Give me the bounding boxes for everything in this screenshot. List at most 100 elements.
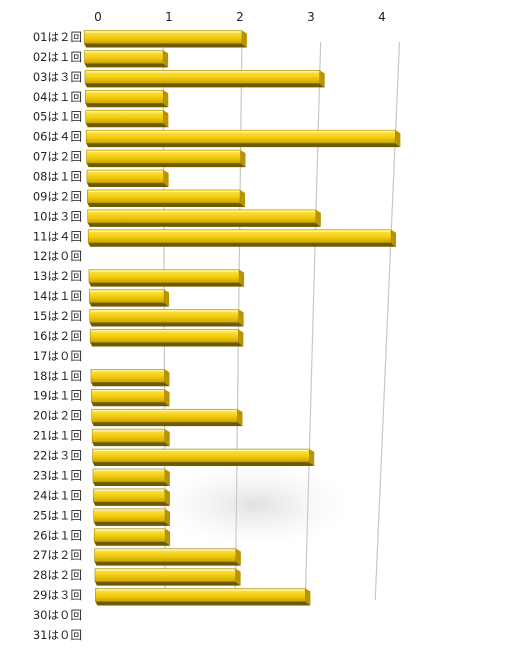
bar-face	[89, 329, 239, 343]
bar-face	[92, 448, 310, 463]
bar-end	[309, 449, 315, 467]
x-tick-label: 2	[236, 10, 244, 24]
bar-face	[91, 388, 165, 403]
bar-4	[85, 90, 169, 108]
category-label: 08は１回	[33, 170, 82, 184]
bar-15	[89, 309, 244, 327]
bar-face	[86, 169, 164, 184]
gridline-4	[374, 41, 401, 601]
category-label: 28は２回	[33, 568, 82, 582]
bar-7	[86, 149, 246, 168]
bar-end	[238, 329, 244, 347]
category-label: 30は０回	[33, 608, 82, 622]
bar-face	[93, 508, 166, 523]
bar-end	[315, 209, 321, 227]
category-label: 24は１回	[33, 488, 82, 502]
bar-shadow	[92, 481, 170, 486]
bar-shadow	[90, 382, 170, 387]
bar-18	[90, 369, 170, 387]
bar-face	[86, 149, 241, 164]
bar-shadow	[92, 462, 315, 467]
bar-shadow	[89, 302, 170, 307]
bar-face	[84, 70, 320, 84]
bar-shadow	[93, 501, 170, 506]
bars	[83, 30, 401, 606]
category-label: 15は２回	[33, 309, 82, 323]
category-label: 11は４回	[33, 229, 82, 243]
bar-end	[395, 130, 401, 148]
bar-end	[163, 90, 169, 108]
bar-face	[92, 468, 166, 483]
bar-shadow	[87, 202, 246, 207]
category-label: 19は１回	[33, 389, 82, 403]
bar-end	[235, 548, 241, 566]
bar-shadow	[90, 342, 244, 347]
bar-shadow	[88, 242, 397, 247]
bar-end	[240, 189, 246, 207]
category-label: 26は１回	[33, 528, 82, 542]
bar-end	[235, 568, 241, 586]
bar-end	[165, 508, 171, 526]
bar-face	[85, 129, 396, 144]
bar-end	[239, 269, 245, 287]
bar-13	[88, 269, 245, 287]
category-label: 16は２回	[33, 329, 82, 343]
category-label: 29は３回	[33, 588, 82, 602]
bar-3	[84, 70, 325, 88]
bar-face	[94, 568, 236, 582]
bar-end	[164, 369, 170, 387]
category-label: 12は０回	[33, 249, 82, 263]
bar-11	[87, 229, 397, 247]
bar-end	[163, 110, 169, 128]
bar-end	[164, 389, 170, 407]
bar-19	[91, 388, 170, 407]
bar-face	[90, 369, 165, 383]
category-label: 03は３回	[33, 70, 82, 84]
category-label: 04は１回	[33, 90, 82, 104]
bar-face	[95, 588, 306, 602]
bar-end	[305, 588, 311, 606]
category-label: 23は１回	[33, 468, 82, 482]
bar-face	[88, 269, 240, 283]
bar-shadow	[91, 402, 170, 407]
bar-20	[91, 408, 243, 427]
bar-26	[93, 528, 171, 546]
bar-22	[92, 448, 315, 467]
bar-face	[87, 229, 392, 244]
category-labels: 01は２回 02は１回 03は３回 04は１回 05は１回 06は４回 07は２回 08は１回…	[33, 30, 82, 642]
bar-1	[83, 30, 247, 48]
bar-8	[86, 169, 169, 188]
bar-end	[164, 468, 170, 486]
bar-shadow	[87, 222, 321, 227]
bar-face	[83, 30, 243, 44]
bar-end	[240, 150, 246, 168]
x-tick-label: 3	[307, 10, 315, 24]
bar-shadow	[91, 422, 243, 427]
bar-27	[94, 548, 241, 566]
bar-face	[87, 209, 317, 224]
bar-2	[84, 50, 169, 68]
bar-shadow	[93, 521, 171, 526]
bar-face	[85, 90, 164, 104]
category-label: 17は０回	[33, 349, 82, 363]
category-label: 20は２回	[33, 409, 82, 423]
bar-end	[319, 70, 325, 88]
bar-face	[89, 289, 165, 303]
bar-shadow	[89, 322, 244, 327]
bar-25	[93, 508, 171, 526]
bar-24	[93, 488, 170, 506]
bar-end	[163, 50, 169, 68]
bar-face	[91, 408, 238, 423]
category-label: 01は２回	[33, 30, 82, 44]
x-tick-label: 0	[94, 10, 102, 24]
bar-5	[85, 109, 169, 128]
bar-end	[164, 289, 170, 307]
category-label: 31は０回	[33, 628, 82, 642]
x-tick-label: 4	[378, 10, 386, 24]
bar-10	[87, 209, 321, 227]
bar-9	[87, 189, 246, 207]
bar-6	[85, 129, 401, 148]
bar-shadow	[86, 163, 246, 168]
category-label: 09は２回	[33, 189, 82, 203]
